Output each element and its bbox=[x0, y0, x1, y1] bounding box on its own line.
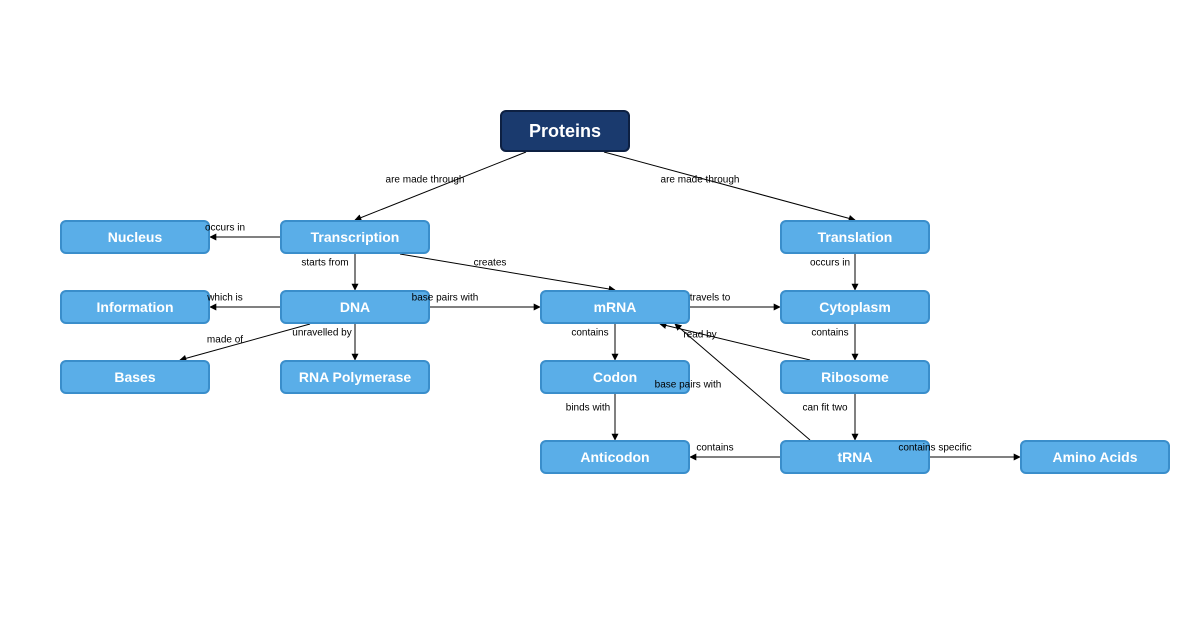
node-proteins: Proteins bbox=[500, 110, 630, 152]
edge-label: read by bbox=[683, 330, 716, 341]
node-mrna: mRNA bbox=[540, 290, 690, 324]
node-label: tRNA bbox=[838, 449, 873, 465]
edge-label: binds with bbox=[566, 403, 610, 414]
node-label: Bases bbox=[114, 369, 155, 385]
edge-label: which is bbox=[207, 293, 243, 304]
edge-label: can fit two bbox=[802, 403, 847, 414]
node-label: Anticodon bbox=[580, 449, 649, 465]
node-label: Amino Acids bbox=[1052, 449, 1137, 465]
edge-label: contains bbox=[571, 328, 608, 339]
node-ribosome: Ribosome bbox=[780, 360, 930, 394]
node-anticodon: Anticodon bbox=[540, 440, 690, 474]
node-label: mRNA bbox=[594, 299, 637, 315]
edge-line bbox=[180, 324, 310, 360]
node-label: RNA Polymerase bbox=[299, 369, 411, 385]
node-cytoplasm: Cytoplasm bbox=[780, 290, 930, 324]
edge-line bbox=[400, 254, 615, 290]
edge-label: unravelled by bbox=[292, 328, 351, 339]
edge-label: made of bbox=[207, 335, 243, 346]
node-label: Proteins bbox=[529, 121, 601, 142]
node-label: Transcription bbox=[311, 229, 400, 245]
edge-label: are made through bbox=[386, 175, 465, 186]
node-information: Information bbox=[60, 290, 210, 324]
node-aminoacids: Amino Acids bbox=[1020, 440, 1170, 474]
edge-label: are made through bbox=[661, 175, 740, 186]
node-label: Nucleus bbox=[108, 229, 162, 245]
edge-label: base pairs with bbox=[655, 380, 722, 391]
node-label: Cytoplasm bbox=[819, 299, 891, 315]
edge-label: contains bbox=[696, 443, 733, 454]
node-label: Ribosome bbox=[821, 369, 889, 385]
node-transcription: Transcription bbox=[280, 220, 430, 254]
edge-label: starts from bbox=[301, 258, 348, 269]
edge-label: occurs in bbox=[205, 223, 245, 234]
edge-line bbox=[604, 152, 855, 220]
edge-label: travels to bbox=[690, 293, 731, 304]
edge-label: creates bbox=[474, 258, 507, 269]
node-label: DNA bbox=[340, 299, 370, 315]
edge-label: occurs in bbox=[810, 258, 850, 269]
edge-label: contains specific bbox=[898, 443, 971, 454]
node-nucleus: Nucleus bbox=[60, 220, 210, 254]
node-dna: DNA bbox=[280, 290, 430, 324]
edge-label: base pairs with bbox=[412, 293, 479, 304]
node-label: Information bbox=[97, 299, 174, 315]
node-rnapoly: RNA Polymerase bbox=[280, 360, 430, 394]
edge-line bbox=[355, 152, 526, 220]
node-translation: Translation bbox=[780, 220, 930, 254]
edge-label: contains bbox=[811, 328, 848, 339]
node-bases: Bases bbox=[60, 360, 210, 394]
node-label: Translation bbox=[818, 229, 893, 245]
node-label: Codon bbox=[593, 369, 637, 385]
